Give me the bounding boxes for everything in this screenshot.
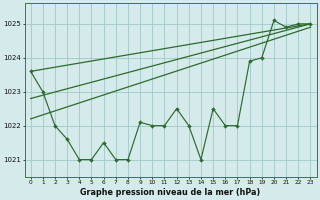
X-axis label: Graphe pression niveau de la mer (hPa): Graphe pression niveau de la mer (hPa) — [80, 188, 261, 197]
